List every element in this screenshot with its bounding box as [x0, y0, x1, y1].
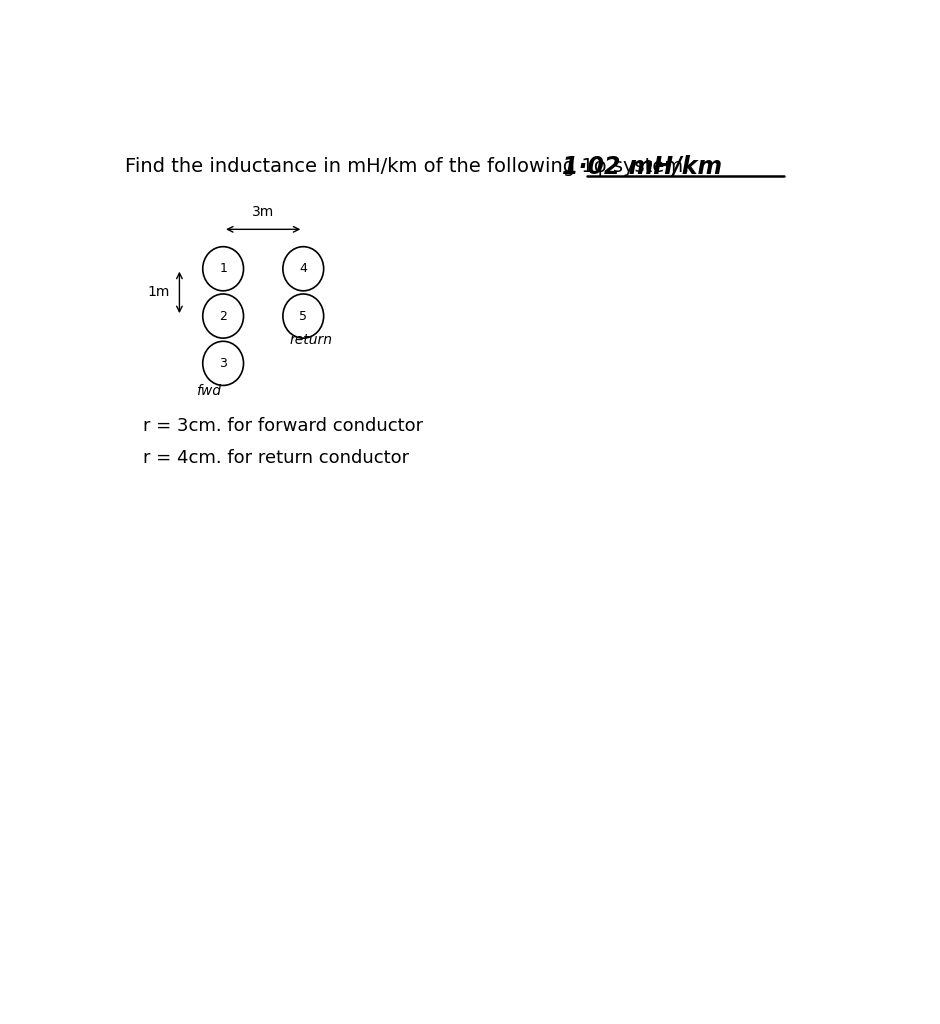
Text: 4: 4 [299, 262, 307, 275]
Text: Find the inductance in mH/km of the following 1φ system.: Find the inductance in mH/km of the foll… [125, 157, 689, 176]
Text: 2: 2 [219, 309, 227, 323]
Text: r = 3cm. for forward conductor: r = 3cm. for forward conductor [143, 418, 423, 435]
Text: 1: 1 [219, 262, 227, 275]
Text: r = 4cm. for return conductor: r = 4cm. for return conductor [143, 449, 409, 467]
Text: 1m: 1m [148, 286, 170, 299]
Text: 3m: 3m [252, 205, 274, 219]
Text: 3: 3 [219, 357, 227, 370]
Text: 1·02 mH/km: 1·02 mH/km [562, 155, 722, 178]
Text: fwd: fwd [196, 384, 221, 398]
Text: 5: 5 [299, 309, 307, 323]
Text: return: return [290, 333, 332, 347]
